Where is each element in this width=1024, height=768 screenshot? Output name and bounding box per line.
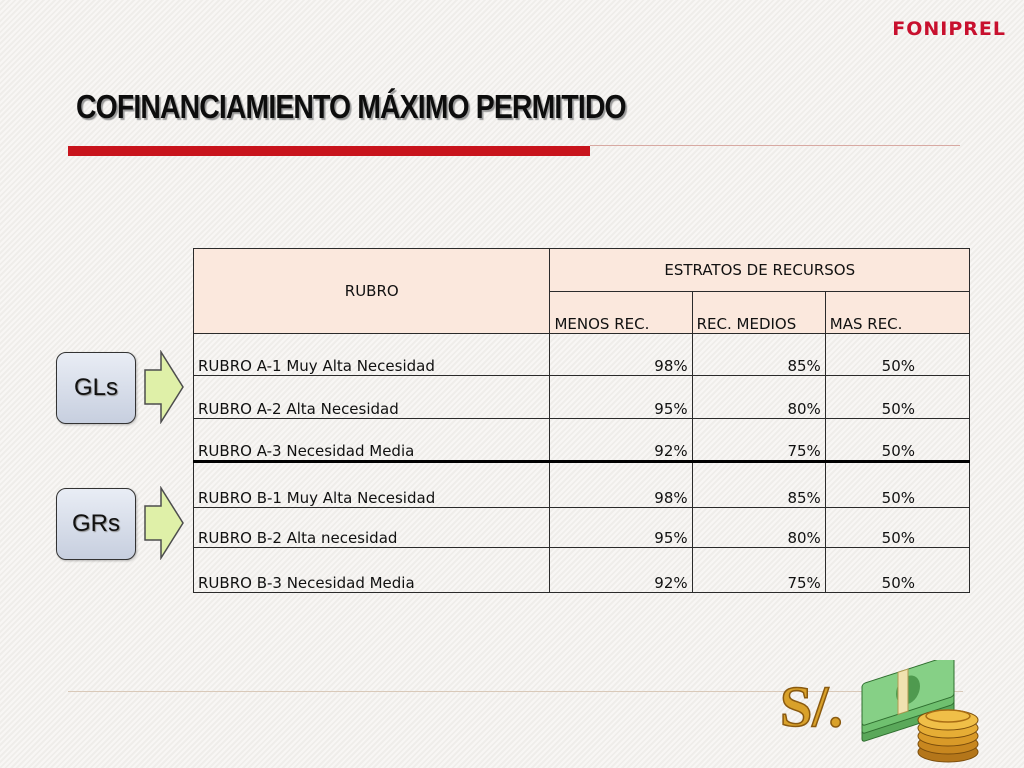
cell-mas: 50% xyxy=(824,333,971,376)
cofinancing-table: RUBRO ESTRATOS DE RECURSOS MENOS REC. RE… xyxy=(192,248,971,593)
currency-symbol: S/. xyxy=(780,674,843,739)
row-name: RUBRO A-1 Muy Alta Necesidad xyxy=(192,333,551,376)
header-estratos: ESTRATOS DE RECURSOS xyxy=(549,248,970,292)
cell-menos: 92% xyxy=(549,418,693,463)
cell-mas: 50% xyxy=(824,375,971,419)
cell-mas: 50% xyxy=(824,418,971,463)
cell-menos: 95% xyxy=(549,375,693,419)
cell-medios: 85% xyxy=(691,333,826,376)
header-menos-rec: MENOS REC. xyxy=(549,291,693,334)
cell-mas: 50% xyxy=(824,461,971,508)
page-title: COFINANCIAMIENTO MÁXIMO PERMITIDO xyxy=(76,88,627,125)
table-row: RUBRO A-3 Necesidad Media 92% 75% 50% xyxy=(192,418,971,463)
cell-medios: 80% xyxy=(691,507,826,548)
row-name: RUBRO A-2 Alta Necesidad xyxy=(192,375,551,419)
cell-medios: 75% xyxy=(691,418,826,463)
row-name: RUBRO B-2 Alta necesidad xyxy=(192,507,551,548)
cell-mas: 50% xyxy=(824,547,971,593)
row-name: RUBRO B-1 Muy Alta Necesidad xyxy=(192,461,551,508)
table-row: RUBRO A-2 Alta Necesidad 95% 80% 50% xyxy=(192,375,971,419)
cell-medios: 75% xyxy=(691,547,826,593)
cell-menos: 98% xyxy=(549,333,693,376)
money-illustration-icon: S/. xyxy=(779,660,979,763)
table-row: RUBRO A-1 Muy Alta Necesidad 98% 85% 50% xyxy=(192,333,971,376)
footer-rule xyxy=(68,691,963,692)
grs-arrow-icon xyxy=(144,486,184,560)
header-rubro: RUBRO xyxy=(192,248,551,334)
row-name: RUBRO A-3 Necesidad Media xyxy=(192,418,551,463)
table-row: RUBRO B-1 Muy Alta Necesidad 98% 85% 50% xyxy=(192,461,971,508)
title-underline-red xyxy=(68,146,590,156)
foniprel-logo: FONIPREL xyxy=(892,18,1006,40)
cell-medios: 85% xyxy=(691,461,826,508)
table-row: RUBRO B-3 Necesidad Media 92% 75% 50% xyxy=(192,547,971,593)
gls-arrow-icon xyxy=(144,350,184,424)
cell-mas: 50% xyxy=(824,507,971,548)
cell-menos: 92% xyxy=(549,547,693,593)
gls-label-box: GLs xyxy=(56,352,136,424)
title-underline-thin xyxy=(590,145,960,146)
cell-menos: 98% xyxy=(549,461,693,508)
table-row: RUBRO B-2 Alta necesidad 95% 80% 50% xyxy=(192,507,971,548)
cell-menos: 95% xyxy=(549,507,693,548)
header-rec-medios: REC. MEDIOS xyxy=(691,291,826,334)
grs-label-box: GRs xyxy=(56,488,136,560)
header-mas-rec: MAS REC. xyxy=(824,291,971,334)
row-name: RUBRO B-3 Necesidad Media xyxy=(192,547,551,593)
cell-medios: 80% xyxy=(691,375,826,419)
